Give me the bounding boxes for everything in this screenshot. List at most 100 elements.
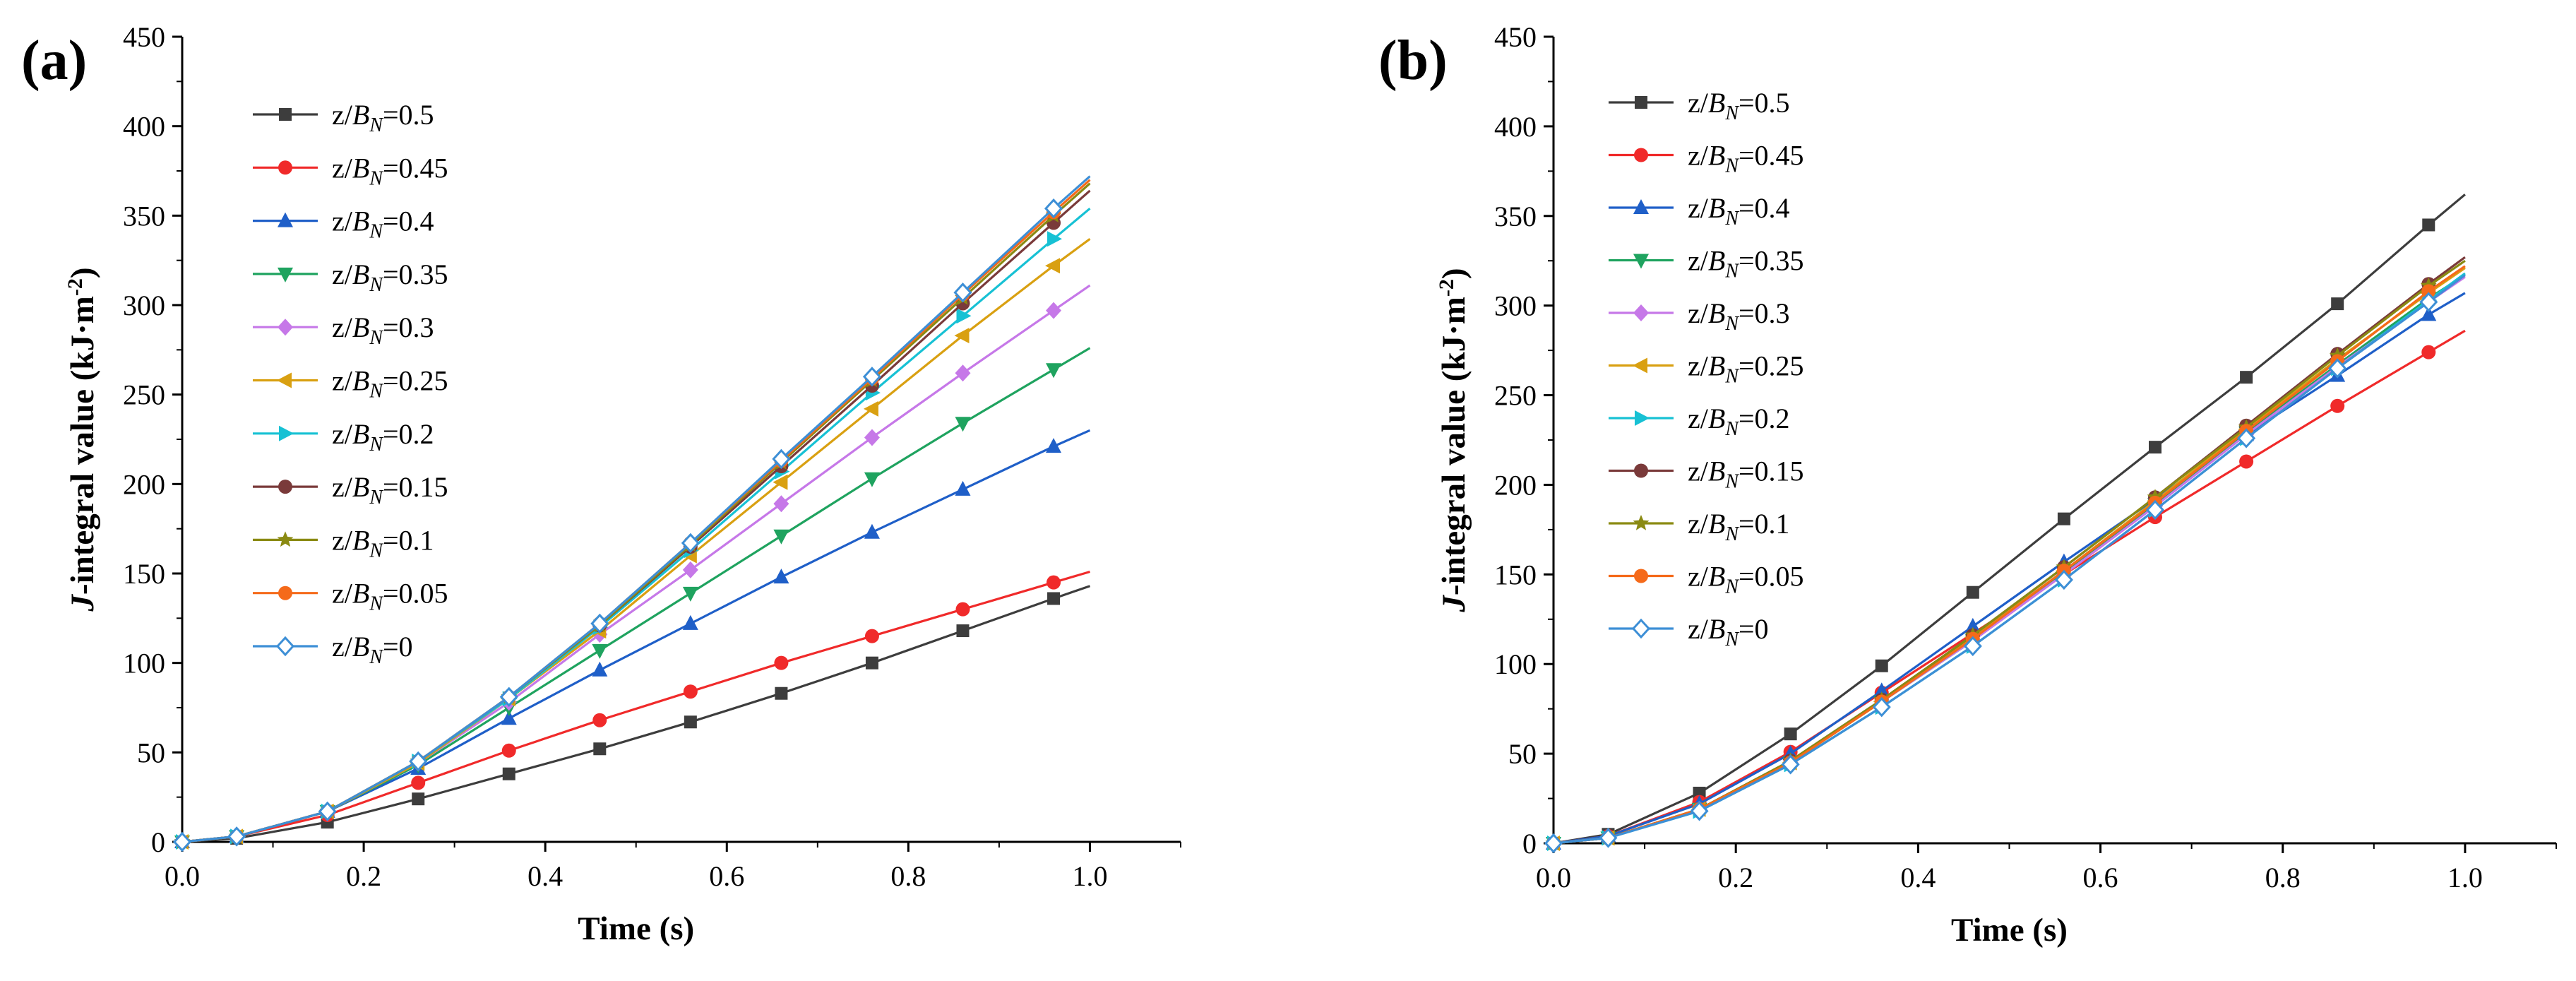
chart-a-legend-var: B bbox=[352, 311, 369, 343]
chart-b-series-8 bbox=[1545, 259, 2466, 850]
chart-a-data-point bbox=[862, 367, 881, 387]
chart-a-series-1 bbox=[175, 570, 1090, 849]
chart-b-y-axis-title-sup: -2 bbox=[1435, 279, 1458, 297]
chart-a-data-point bbox=[956, 308, 972, 324]
chart-a-series-line bbox=[181, 585, 1091, 843]
chart-b-y-tick-label: 0 bbox=[1522, 828, 1537, 860]
chart-b-legend-prefix: z/ bbox=[1688, 561, 1709, 593]
chart-a-legend-label: z/BN=0.05 bbox=[332, 578, 448, 615]
chart-a-y-axis-title-italic: J bbox=[64, 594, 101, 612]
chart-b-x-tick-label: 0.0 bbox=[1536, 862, 1571, 893]
chart-b-legend-prefix: z/ bbox=[1688, 508, 1709, 540]
chart-b-legend-item: z/BN=0.5 bbox=[1609, 87, 1790, 124]
chart-b-y-axis-title-italic: J bbox=[1436, 595, 1472, 613]
chart-a-data-point bbox=[955, 480, 971, 496]
chart-a-legend-marker bbox=[275, 636, 295, 657]
chart-a-data-point bbox=[954, 328, 970, 344]
chart-b-legend-var: B bbox=[1708, 613, 1725, 645]
chart-a-legend-item: z/BN=0.2 bbox=[253, 418, 434, 456]
chart-a-data-point bbox=[681, 533, 700, 554]
chart-a-series-0 bbox=[176, 585, 1091, 848]
chart-a-legend-sub: N bbox=[369, 434, 383, 456]
chart-a-series-line bbox=[181, 238, 1091, 843]
chart-b-x-tick-label: 0.8 bbox=[2265, 862, 2301, 893]
chart-b-y-tick-label: 200 bbox=[1494, 469, 1537, 501]
chart-b-y-axis-title-close: ) bbox=[1436, 268, 1472, 279]
chart-b-legend-sub: N bbox=[1724, 313, 1739, 335]
chart-a-legend-item: z/BN=0.05 bbox=[253, 578, 448, 615]
chart-b-legend-var: B bbox=[1708, 456, 1725, 487]
chart-a-data-point bbox=[864, 429, 880, 446]
chart-b-legend-prefix: z/ bbox=[1688, 140, 1709, 172]
chart-b-legend-marker bbox=[1634, 569, 1648, 583]
chart-a-y-tick-label: 50 bbox=[137, 737, 165, 768]
chart-b-legend-label: z/BN=0.2 bbox=[1688, 403, 1790, 440]
chart-a-y-tick-label: 150 bbox=[123, 558, 165, 590]
chart-a-x-tick-label: 0.4 bbox=[527, 860, 563, 892]
chart-b-legend-sub: N bbox=[1724, 366, 1739, 388]
chart-a-data-point bbox=[955, 417, 971, 432]
chart-a-legend-sub: N bbox=[369, 593, 383, 615]
chart-b-legend-prefix: z/ bbox=[1688, 192, 1709, 224]
chart-a-legend-var: B bbox=[352, 418, 369, 450]
chart-b-legend-label: z/BN=0.05 bbox=[1688, 561, 1804, 598]
chart-b-data-point bbox=[1875, 659, 1888, 672]
chart-a-legend-sub: N bbox=[369, 274, 383, 296]
chart-a-legend-label: z/BN=0.5 bbox=[332, 99, 434, 136]
chart-b-panel-label: (b) bbox=[1378, 30, 1448, 92]
chart-a-legend-var: B bbox=[352, 99, 369, 131]
chart-b-legend-item: z/BN=0.3 bbox=[1609, 297, 1790, 335]
chart-b-y-tick-label: 350 bbox=[1494, 201, 1537, 232]
chart-a-data-point bbox=[772, 448, 791, 470]
chart-b-legend-var: B bbox=[1708, 508, 1725, 540]
chart-b-legend-var: B bbox=[1708, 245, 1725, 277]
chart-b-series-line bbox=[1553, 194, 2466, 845]
chart-a-legend-label: z/BN=0.3 bbox=[332, 311, 434, 349]
chart-a-legend-label: z/BN=0.4 bbox=[332, 206, 434, 243]
chart-a-data-point bbox=[682, 561, 698, 578]
chart-a-legend-prefix: z/ bbox=[332, 99, 353, 131]
chart-b-legend-var: B bbox=[1708, 140, 1725, 172]
chart-a-data-point bbox=[412, 792, 425, 806]
chart-a-legend-var: B bbox=[352, 152, 369, 184]
chart-a-legend-item: z/BN=0.25 bbox=[253, 365, 448, 403]
chart-a-data-point bbox=[593, 742, 607, 756]
chart-a-legend-var: B bbox=[352, 471, 369, 503]
chart-b-data-point bbox=[1544, 833, 1563, 854]
chart-a-data-point bbox=[227, 826, 246, 847]
chart-b-legend-marker bbox=[1633, 254, 1649, 269]
chart-b-legend-sub: N bbox=[1724, 523, 1739, 545]
chart-a-legend-var: B bbox=[352, 578, 369, 610]
chart-b-x-tick-label: 0.6 bbox=[2083, 862, 2118, 893]
chart-b-legend-marker bbox=[1633, 304, 1649, 321]
chart-a-y-tick-label: 350 bbox=[123, 200, 165, 232]
chart-b-legend-suffix: =0.05 bbox=[1739, 561, 1804, 593]
chart-b-legend-label: z/BN=0.4 bbox=[1688, 192, 1790, 230]
chart-a-data-point bbox=[864, 629, 879, 643]
chart-a-legend-sub: N bbox=[369, 114, 383, 136]
chart-b-data-point bbox=[2421, 345, 2436, 359]
chart-b-data-point bbox=[1872, 696, 1891, 718]
chart-a-legend-marker bbox=[277, 531, 294, 547]
chart-a-legend-sub: N bbox=[369, 540, 383, 561]
chart-a-x-tick-label: 0.8 bbox=[890, 860, 926, 892]
chart-a-data-point bbox=[684, 715, 697, 729]
chart-a-data-point bbox=[499, 686, 518, 708]
chart-b-x-tick-label: 0.2 bbox=[1718, 862, 1753, 893]
chart-a-series-7 bbox=[175, 189, 1091, 849]
chart-a-y-tick-label: 200 bbox=[123, 468, 165, 500]
chart-a-y-tick-label: 250 bbox=[123, 379, 165, 411]
chart-a-data-point bbox=[1047, 592, 1061, 605]
chart-b-y-tick-label: 100 bbox=[1494, 648, 1537, 680]
chart-a-panel-label: (a) bbox=[21, 30, 87, 92]
chart-b-y-tick-label: 250 bbox=[1494, 380, 1537, 412]
chart-a-legend-label: z/BN=0.35 bbox=[332, 258, 448, 296]
chart-a-legend-prefix: z/ bbox=[332, 418, 353, 450]
chart-b-data-point bbox=[1873, 682, 1890, 698]
chart-b-legend-var: B bbox=[1708, 350, 1725, 382]
chart-a-data-point bbox=[592, 713, 607, 727]
chart-a-data-point bbox=[1046, 575, 1061, 590]
chart-a-data-point bbox=[411, 775, 426, 790]
chart-b-legend-suffix: =0.15 bbox=[1739, 456, 1804, 487]
chart-a-data-point bbox=[592, 661, 608, 677]
